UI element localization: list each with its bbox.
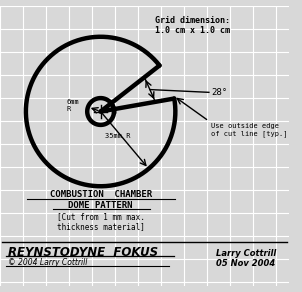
Text: Grid dimension:
1.0 cm x 1.0 cm: Grid dimension: 1.0 cm x 1.0 cm: [155, 16, 230, 35]
Text: Larry Cottrill
05 Nov 2004: Larry Cottrill 05 Nov 2004: [216, 248, 276, 268]
Text: Use outside edge
of cut line [typ.]: Use outside edge of cut line [typ.]: [211, 123, 287, 137]
Text: COMBUSTION  CHAMBER: COMBUSTION CHAMBER: [50, 190, 152, 199]
Text: 35mm R: 35mm R: [105, 133, 131, 139]
Text: © 2004 Larry Cottrill: © 2004 Larry Cottrill: [8, 258, 87, 267]
Text: [Cut from 1 mm max.
thickness material]: [Cut from 1 mm max. thickness material]: [57, 212, 145, 232]
Text: 28°: 28°: [211, 88, 227, 97]
Text: REYNSTODYNE  FOKUS: REYNSTODYNE FOKUS: [8, 246, 158, 259]
Text: DOME PATTERN: DOME PATTERN: [68, 201, 133, 210]
Text: 6mm
R: 6mm R: [67, 99, 80, 112]
